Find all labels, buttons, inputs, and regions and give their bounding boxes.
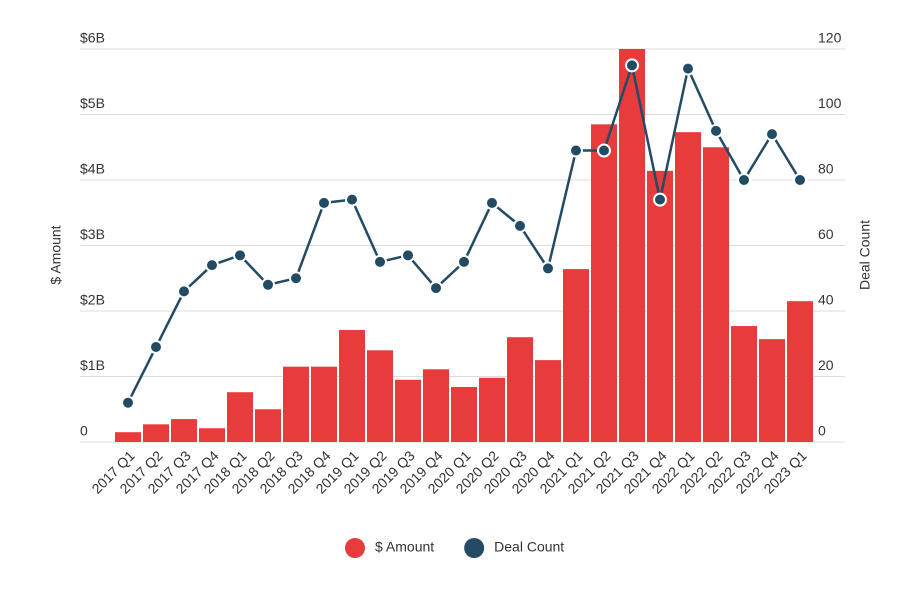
point xyxy=(569,143,583,158)
y-tick-label: 0 xyxy=(80,423,88,439)
bar xyxy=(535,360,561,442)
point xyxy=(597,143,611,158)
y2-tick-label: 120 xyxy=(818,30,842,46)
y-tick-label: $4B xyxy=(80,161,105,177)
point xyxy=(205,258,219,273)
point xyxy=(345,192,359,207)
y2-tick-label: 20 xyxy=(818,357,834,373)
legend-label: Deal Count xyxy=(494,539,564,555)
point xyxy=(793,173,807,187)
bar xyxy=(115,432,141,442)
bar xyxy=(171,419,197,442)
y2-axis-title: Deal Count xyxy=(857,220,873,290)
bar xyxy=(255,409,281,442)
point xyxy=(317,195,331,210)
point xyxy=(429,281,443,296)
point xyxy=(261,277,275,292)
point xyxy=(541,261,555,276)
bar xyxy=(619,49,645,442)
bar xyxy=(647,170,673,442)
bar xyxy=(395,379,421,442)
point xyxy=(233,248,247,263)
legend-swatch xyxy=(345,538,365,558)
y2-tick-label: 40 xyxy=(818,292,834,308)
point xyxy=(653,192,667,207)
point xyxy=(709,123,723,138)
bar xyxy=(731,326,757,442)
point xyxy=(121,395,135,410)
bar xyxy=(339,329,365,442)
point xyxy=(625,58,639,73)
y-tick-label: $3B xyxy=(80,226,105,242)
bar xyxy=(199,428,225,442)
point xyxy=(765,127,779,142)
bar xyxy=(563,269,589,442)
legend-label: $ Amount xyxy=(375,539,434,555)
point xyxy=(149,340,163,355)
y-tick-label: $1B xyxy=(80,357,105,373)
bar xyxy=(311,366,337,442)
bar xyxy=(143,424,169,442)
y2-tick-label: 60 xyxy=(818,226,834,242)
bar xyxy=(367,350,393,442)
bar xyxy=(283,366,309,442)
point xyxy=(513,218,527,233)
point xyxy=(681,61,695,76)
point xyxy=(737,173,751,187)
bar xyxy=(451,386,477,442)
point xyxy=(457,254,471,269)
y-tick-label: $5B xyxy=(80,95,105,111)
point xyxy=(485,195,499,210)
point xyxy=(373,254,387,269)
point xyxy=(401,248,415,263)
bar xyxy=(507,337,533,442)
y2-tick-label: 100 xyxy=(818,95,842,111)
bar xyxy=(591,124,617,442)
bar xyxy=(423,369,449,442)
bar xyxy=(227,392,253,442)
point xyxy=(289,271,303,286)
y2-tick-label: 0 xyxy=(818,423,826,439)
y-tick-label: $2B xyxy=(80,292,105,308)
bar xyxy=(759,339,785,442)
y-axis-title: $ Amount xyxy=(48,225,64,284)
y2-tick-label: 80 xyxy=(818,161,834,177)
bar xyxy=(675,132,701,442)
bar xyxy=(787,301,813,442)
bar xyxy=(479,377,505,442)
point xyxy=(177,284,191,299)
legend-swatch xyxy=(464,538,485,558)
y-tick-label: $6B xyxy=(80,30,105,46)
bar xyxy=(703,147,729,442)
